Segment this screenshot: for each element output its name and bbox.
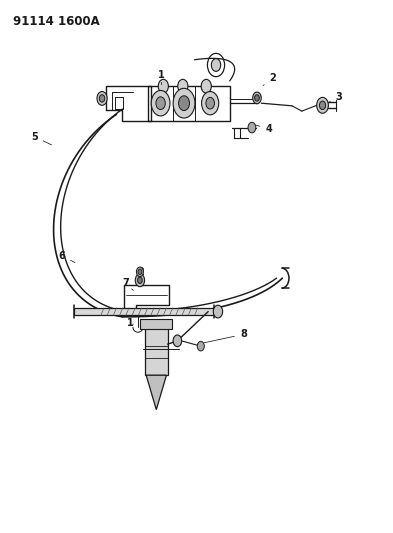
Circle shape [173,335,182,346]
Circle shape [317,98,329,114]
Text: 3: 3 [329,92,342,102]
Circle shape [197,341,204,351]
Circle shape [136,267,143,277]
Circle shape [138,269,142,274]
Circle shape [206,98,215,109]
Circle shape [156,97,165,110]
Circle shape [135,274,145,287]
FancyBboxPatch shape [145,327,168,375]
Circle shape [248,122,256,133]
Circle shape [201,79,211,93]
Text: 91114 1600A: 91114 1600A [13,14,100,28]
Text: 4: 4 [256,124,272,134]
Circle shape [211,59,221,71]
FancyBboxPatch shape [140,319,172,328]
Circle shape [173,88,195,118]
Circle shape [253,92,261,104]
Circle shape [255,95,259,101]
Circle shape [213,305,223,318]
Text: 5: 5 [31,132,51,145]
Circle shape [151,91,170,116]
Text: 7: 7 [122,278,133,290]
Text: 1: 1 [127,318,134,328]
Circle shape [178,96,189,111]
Text: 6: 6 [59,251,75,263]
Circle shape [320,101,326,110]
Circle shape [158,79,169,93]
Circle shape [97,92,107,106]
Text: 1: 1 [158,70,165,85]
Circle shape [202,92,219,115]
Circle shape [138,277,142,284]
FancyBboxPatch shape [73,308,214,316]
Text: 2: 2 [138,267,145,281]
Circle shape [99,95,105,102]
Circle shape [178,79,188,93]
Polygon shape [146,375,167,410]
Text: 2: 2 [263,73,276,86]
Text: 8: 8 [204,329,247,343]
